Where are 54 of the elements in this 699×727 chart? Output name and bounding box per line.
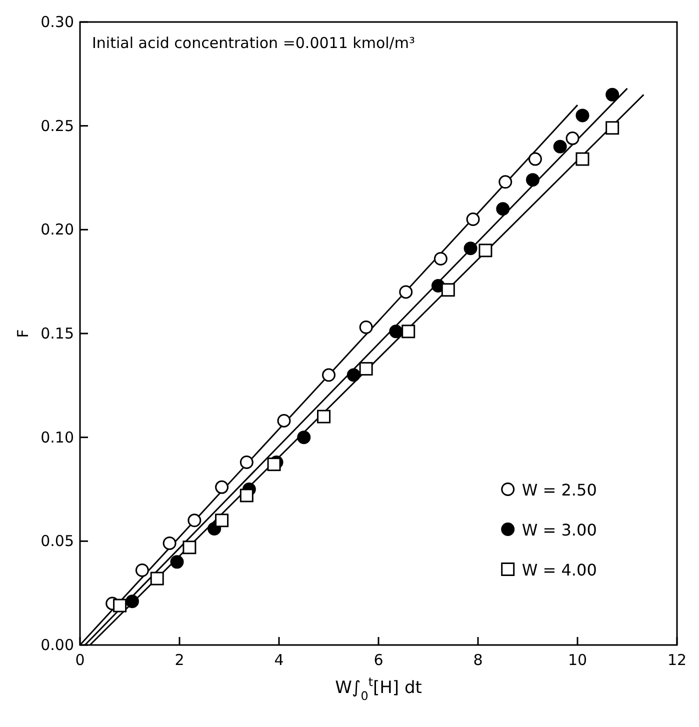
point	[182, 540, 196, 554]
point	[240, 488, 254, 502]
x-tick-label: 4	[274, 651, 284, 669]
point	[297, 430, 311, 444]
x-axis-title: W∫$_{0}$$^{t}$[H] dt	[335, 675, 422, 703]
text: Initial acid concentration =0.0011 kmol/m³	[92, 34, 415, 52]
y-tick-label: 0.25	[40, 116, 74, 135]
legend-label: W = 4.00	[522, 560, 597, 580]
point	[441, 283, 455, 297]
x-tick-label: 6	[374, 651, 384, 669]
point	[434, 252, 448, 266]
point	[399, 285, 413, 299]
point	[162, 536, 176, 550]
point	[402, 324, 416, 338]
point	[277, 414, 291, 428]
point	[267, 458, 281, 472]
y-tick-label: 0.10	[40, 428, 74, 446]
point	[188, 514, 202, 528]
point	[346, 368, 360, 382]
point	[215, 514, 229, 528]
point	[464, 242, 478, 256]
point	[113, 598, 127, 612]
x-tick-label: 8	[473, 651, 483, 669]
y-tick-label: 0.30	[40, 13, 74, 31]
point	[359, 362, 373, 376]
y-tick-label: 0.05	[40, 532, 74, 550]
point	[498, 175, 512, 189]
point	[466, 212, 480, 226]
y-axis-title: F	[14, 329, 32, 338]
point	[478, 244, 492, 258]
y-tick-label: 0.20	[40, 220, 74, 239]
legend-label: W = 3.00	[522, 520, 597, 540]
point	[322, 368, 336, 382]
point	[150, 572, 164, 586]
point	[389, 324, 403, 338]
x-tick-label: 0	[75, 651, 85, 669]
point	[215, 480, 229, 494]
x-tick-label: 12	[667, 651, 687, 669]
point	[553, 140, 567, 154]
point	[576, 108, 590, 122]
point	[170, 555, 184, 569]
point	[240, 456, 254, 470]
point	[576, 152, 590, 166]
point	[125, 594, 139, 608]
y-tick-label: 0.00	[40, 636, 74, 654]
legend-label: W = 2.50	[522, 480, 597, 500]
point	[526, 173, 540, 187]
point	[606, 121, 620, 135]
y-tick-label: 0.15	[40, 324, 74, 342]
x-tick-label: 2	[174, 651, 184, 669]
x-tick-label: 10	[568, 651, 588, 669]
point	[317, 410, 331, 424]
point	[496, 202, 510, 216]
point	[606, 88, 620, 102]
